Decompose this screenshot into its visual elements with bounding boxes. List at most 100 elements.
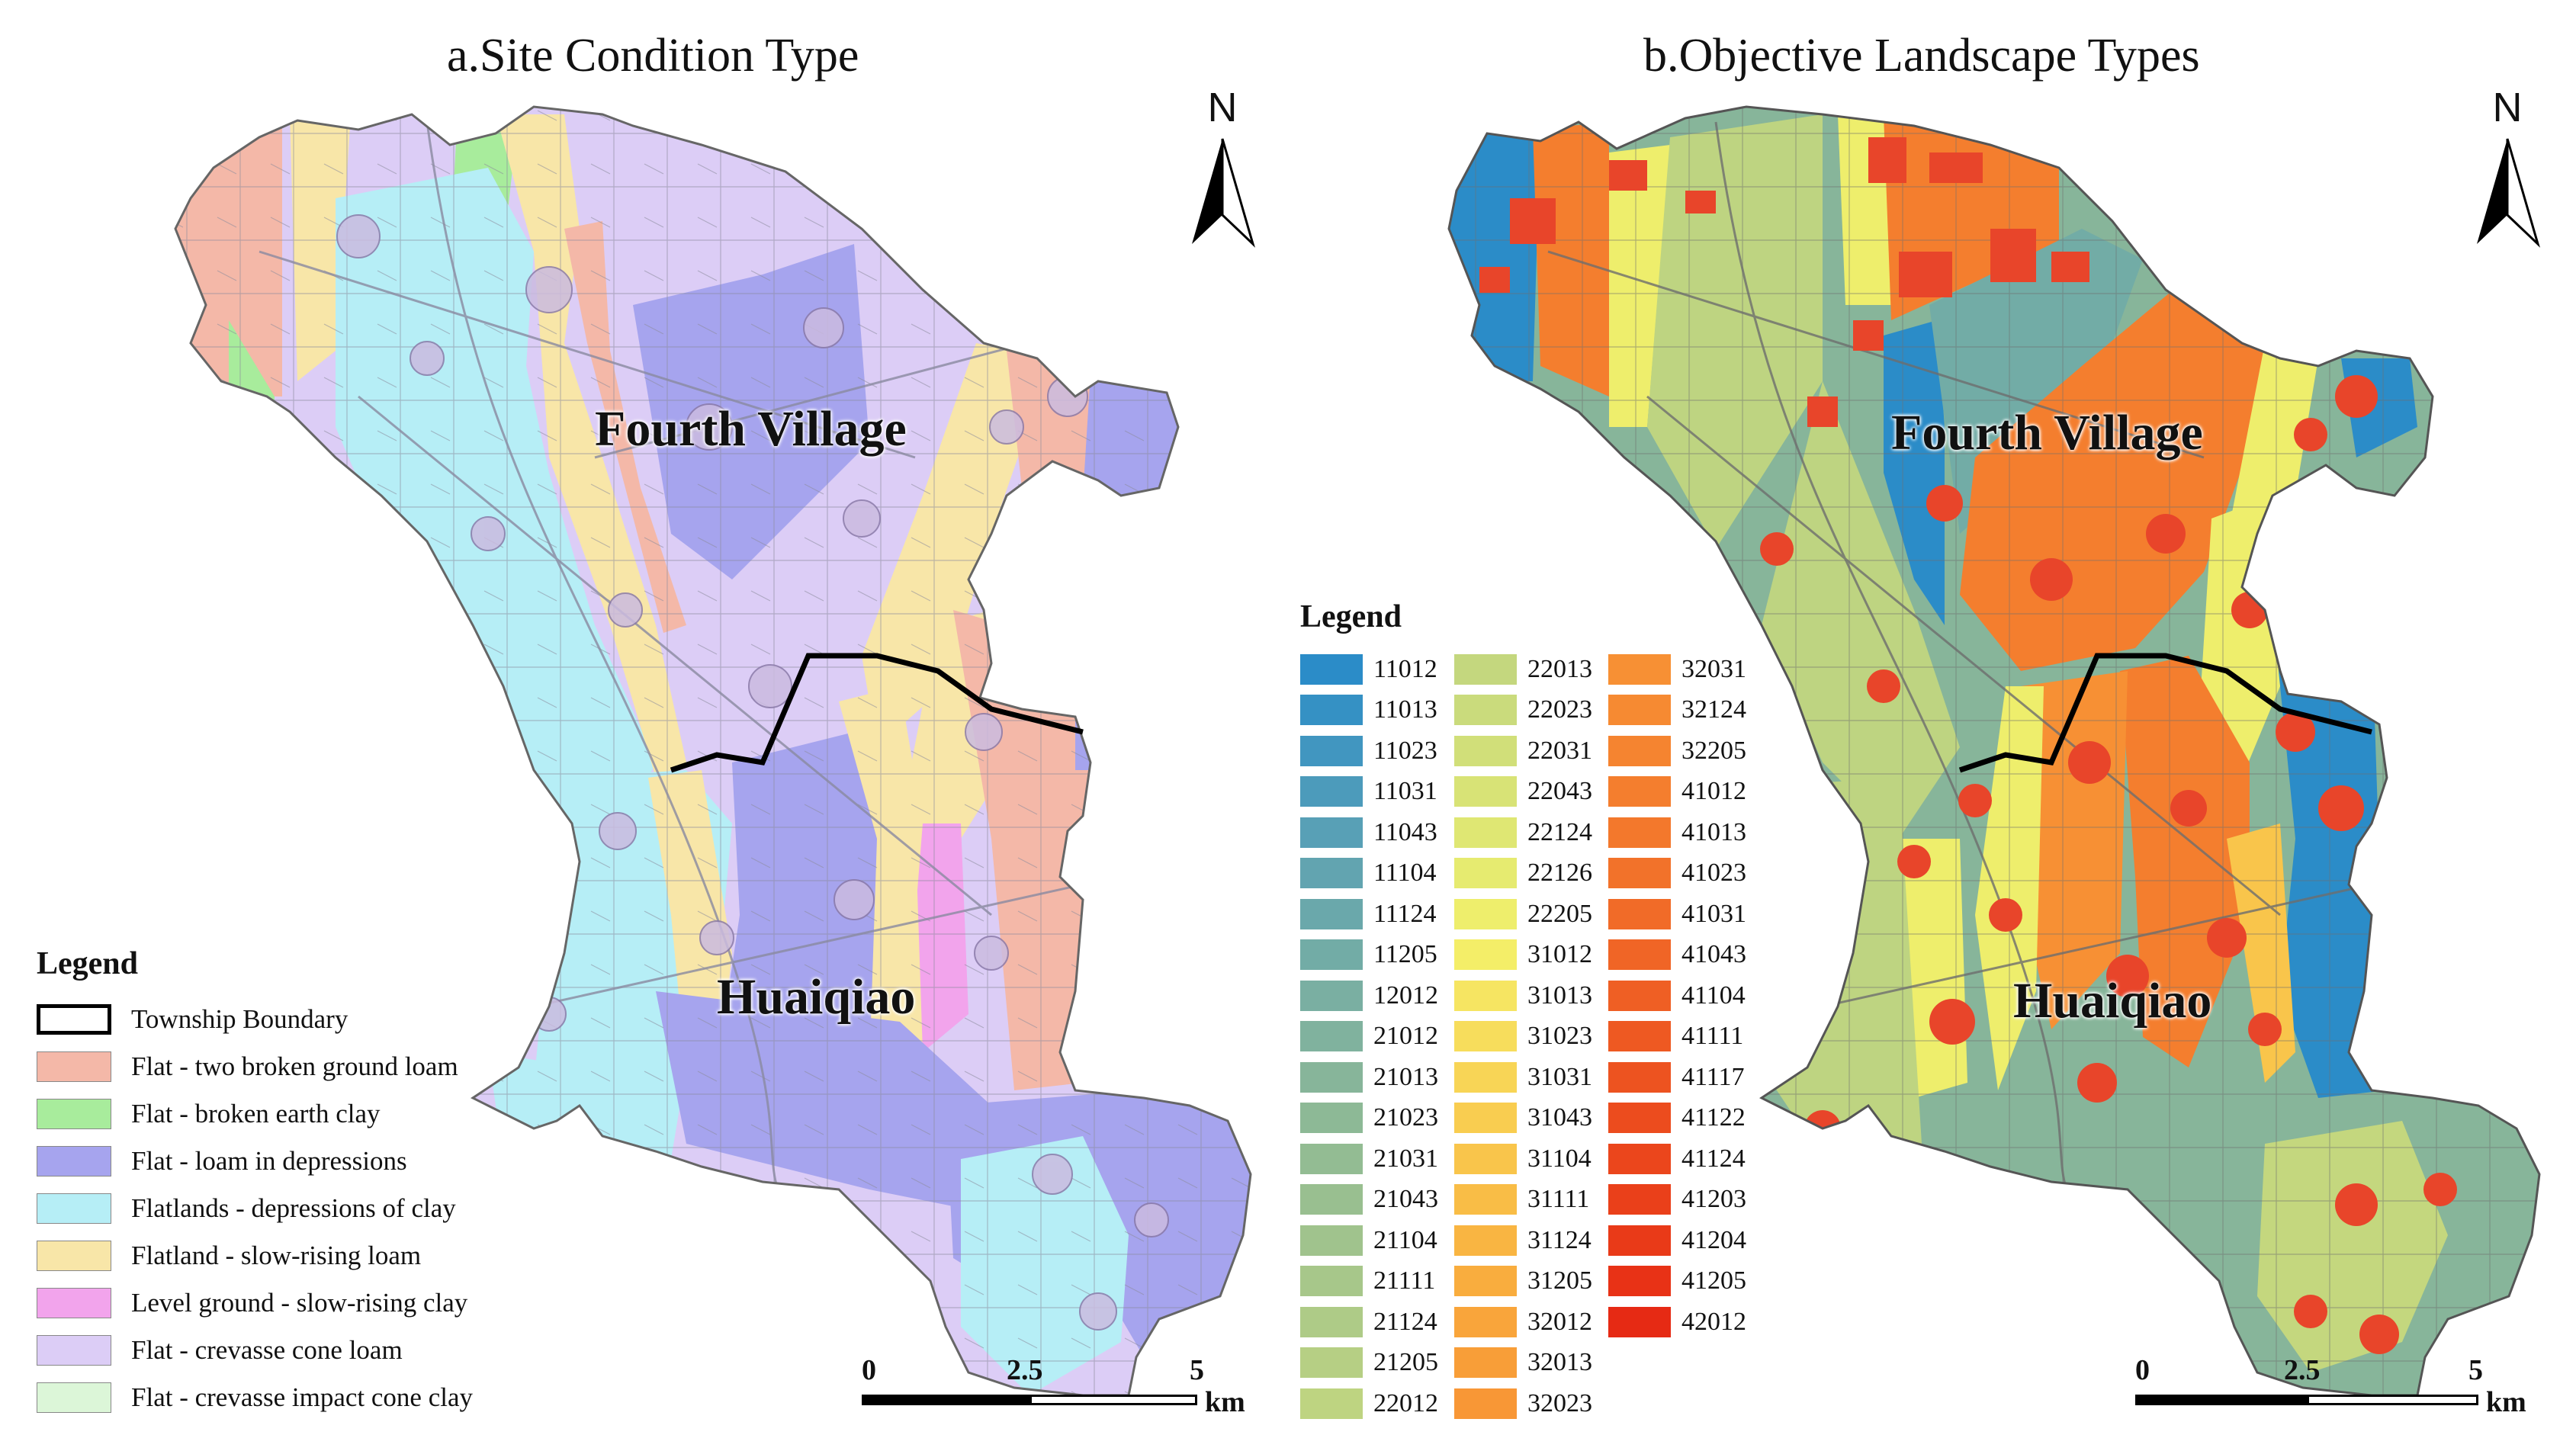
legend-a-swatch: [37, 1193, 111, 1224]
legend-a-label: Flatland - slow-rising loam: [131, 1241, 422, 1270]
legend-b-item: 21111: [1300, 1261, 1445, 1302]
legend-b-item: 31013: [1454, 975, 1599, 1016]
township-boundary-a: [670, 653, 1084, 773]
legend-b-item: 41111: [1608, 1016, 1753, 1058]
legend-b-code: 41122: [1681, 1103, 1746, 1132]
legend-b-item: 32031: [1608, 649, 1753, 690]
legend-b-swatch: [1454, 817, 1517, 848]
legend-b-code: 41124: [1681, 1144, 1746, 1173]
place-label-huaiqiao: Huaiqiao: [717, 969, 916, 1025]
legend-a-label: Flat - two broken ground loam: [131, 1051, 458, 1081]
legend-b-swatch: [1454, 1225, 1517, 1256]
scale-b-tick-5: 5: [2468, 1354, 2483, 1386]
place-label-fourth-village: Fourth Village: [595, 401, 907, 457]
legend-b-item: 21043: [1300, 1180, 1445, 1221]
legend-b-swatch: [1608, 980, 1671, 1011]
legend-b-item: 31031: [1454, 1057, 1599, 1098]
site-condition-map: [174, 105, 1252, 1397]
legend-b-column: 11012 11013 11023 11031 11043 11104 11124 11205…: [1300, 649, 1445, 1424]
legend-b-item: 41012: [1608, 772, 1753, 813]
legend-b-code: 41203: [1681, 1185, 1746, 1214]
legend-b-item: 12012: [1300, 975, 1445, 1016]
scale-bar-black: [862, 1395, 1029, 1405]
legend-b-code: 11043: [1373, 817, 1437, 846]
legend-b-swatch: [1300, 898, 1363, 929]
legend-b-item: 41031: [1608, 894, 1753, 935]
legend-b-code: 41104: [1681, 981, 1746, 1010]
legend-b-swatch: [1454, 1103, 1517, 1134]
legend-b-item: 11013: [1300, 690, 1445, 731]
scale-tick-0: 0: [862, 1354, 876, 1386]
legend-b-item: 22124: [1454, 812, 1599, 853]
legend-a-label: Level ground - slow-rising clay: [131, 1288, 468, 1318]
legend-b-swatch: [1454, 1021, 1517, 1052]
legend-b-code: 31104: [1527, 1144, 1592, 1173]
place-label-fourth-village-b: Fourth Village: [1891, 405, 2203, 461]
legend-b-item: 21023: [1300, 1098, 1445, 1139]
legend-b-code: 31111: [1527, 1185, 1590, 1214]
legend-b-code: 21023: [1373, 1103, 1438, 1132]
legend-b-item: 41104: [1608, 975, 1753, 1016]
scale-b-white: [2307, 1395, 2478, 1405]
legend-b-item: 32023: [1454, 1383, 1599, 1424]
legend-b-item: 21124: [1300, 1302, 1445, 1343]
legend-b-swatch: [1608, 1021, 1671, 1052]
legend-b-swatch: [1454, 858, 1517, 889]
legend-a-label: Township Boundary: [131, 1004, 348, 1034]
legend-b-item: 22126: [1454, 853, 1599, 894]
legend-b-item: 21205: [1300, 1343, 1445, 1384]
map-a-outline: [174, 105, 1252, 1397]
legend-b-code: 41013: [1681, 817, 1746, 846]
legend-b-swatch: [1608, 735, 1671, 766]
legend-b-item: 32012: [1454, 1302, 1599, 1343]
legend-b-swatch: [1300, 776, 1363, 807]
legend-b-swatch: [1300, 1143, 1363, 1174]
panel-site-condition: a.Site Condition Type: [0, 0, 1281, 1451]
legend-b-swatch: [1454, 1266, 1517, 1297]
legend-a-item: Level ground - slow-rising clay: [37, 1279, 473, 1327]
scale-b-unit: km: [2486, 1386, 2526, 1418]
legend-b-code: 21104: [1373, 1225, 1437, 1254]
scale-b-black: [2135, 1395, 2307, 1405]
legend-b-item: 41204: [1608, 1220, 1753, 1261]
legend-b-item: 41023: [1608, 853, 1753, 894]
north-arrow-b: N: [2471, 84, 2544, 252]
legend-b-item: 41203: [1608, 1180, 1753, 1221]
legend-b-swatch: [1608, 939, 1671, 971]
legend-b-swatch: [1300, 1184, 1363, 1215]
legend-b-code: 41205: [1681, 1266, 1746, 1295]
legend-b-code: 32205: [1681, 736, 1746, 765]
legend-b-item: 22031: [1454, 730, 1599, 772]
legend-b-item: 11104: [1300, 853, 1445, 894]
legend-b-code: 21043: [1373, 1185, 1438, 1214]
legend-b-swatch: [1608, 858, 1671, 889]
place-label-huaiqiao-b: Huaiqiao: [2013, 973, 2212, 1029]
legend-a-item: Flat - crevasse impact cone clay: [37, 1374, 473, 1421]
legend-b-code: 11104: [1373, 859, 1437, 888]
legend-b-code: 22043: [1527, 777, 1592, 806]
legend-b-swatch: [1300, 1266, 1363, 1297]
legend-b-swatch: [1454, 898, 1517, 929]
legend-a-title: Legend: [37, 946, 139, 981]
legend-b-swatch: [1454, 1184, 1517, 1215]
legend-b-item: 32124: [1608, 690, 1753, 731]
panel-a-title: a.Site Condition Type: [447, 30, 859, 82]
legend-b-code: 41111: [1681, 1022, 1744, 1051]
legend-b-item: 22043: [1454, 772, 1599, 813]
legend-b-code: 32013: [1527, 1348, 1592, 1377]
legend-a-swatch: [37, 1288, 111, 1318]
legend-b-item: 22013: [1454, 649, 1599, 690]
legend-b-code: 31012: [1527, 940, 1592, 969]
legend-b-item: 11205: [1300, 935, 1445, 976]
legend-b-item: 31023: [1454, 1016, 1599, 1058]
scale-b-tick-2-5: 2.5: [2284, 1354, 2321, 1386]
legend-b-item: 32205: [1608, 730, 1753, 772]
scale-b-tick-0: 0: [2135, 1354, 2150, 1386]
scale-tick-2-5: 2.5: [1007, 1354, 1043, 1386]
legend-a-item: Flatlands - depressions of clay: [37, 1185, 473, 1232]
legend-b-swatch: [1608, 1225, 1671, 1256]
legend-b-code: 21013: [1373, 1062, 1438, 1091]
legend-b-swatch: [1300, 939, 1363, 971]
legend-b-swatch: [1608, 817, 1671, 848]
legend-a-swatch: [37, 1382, 111, 1413]
